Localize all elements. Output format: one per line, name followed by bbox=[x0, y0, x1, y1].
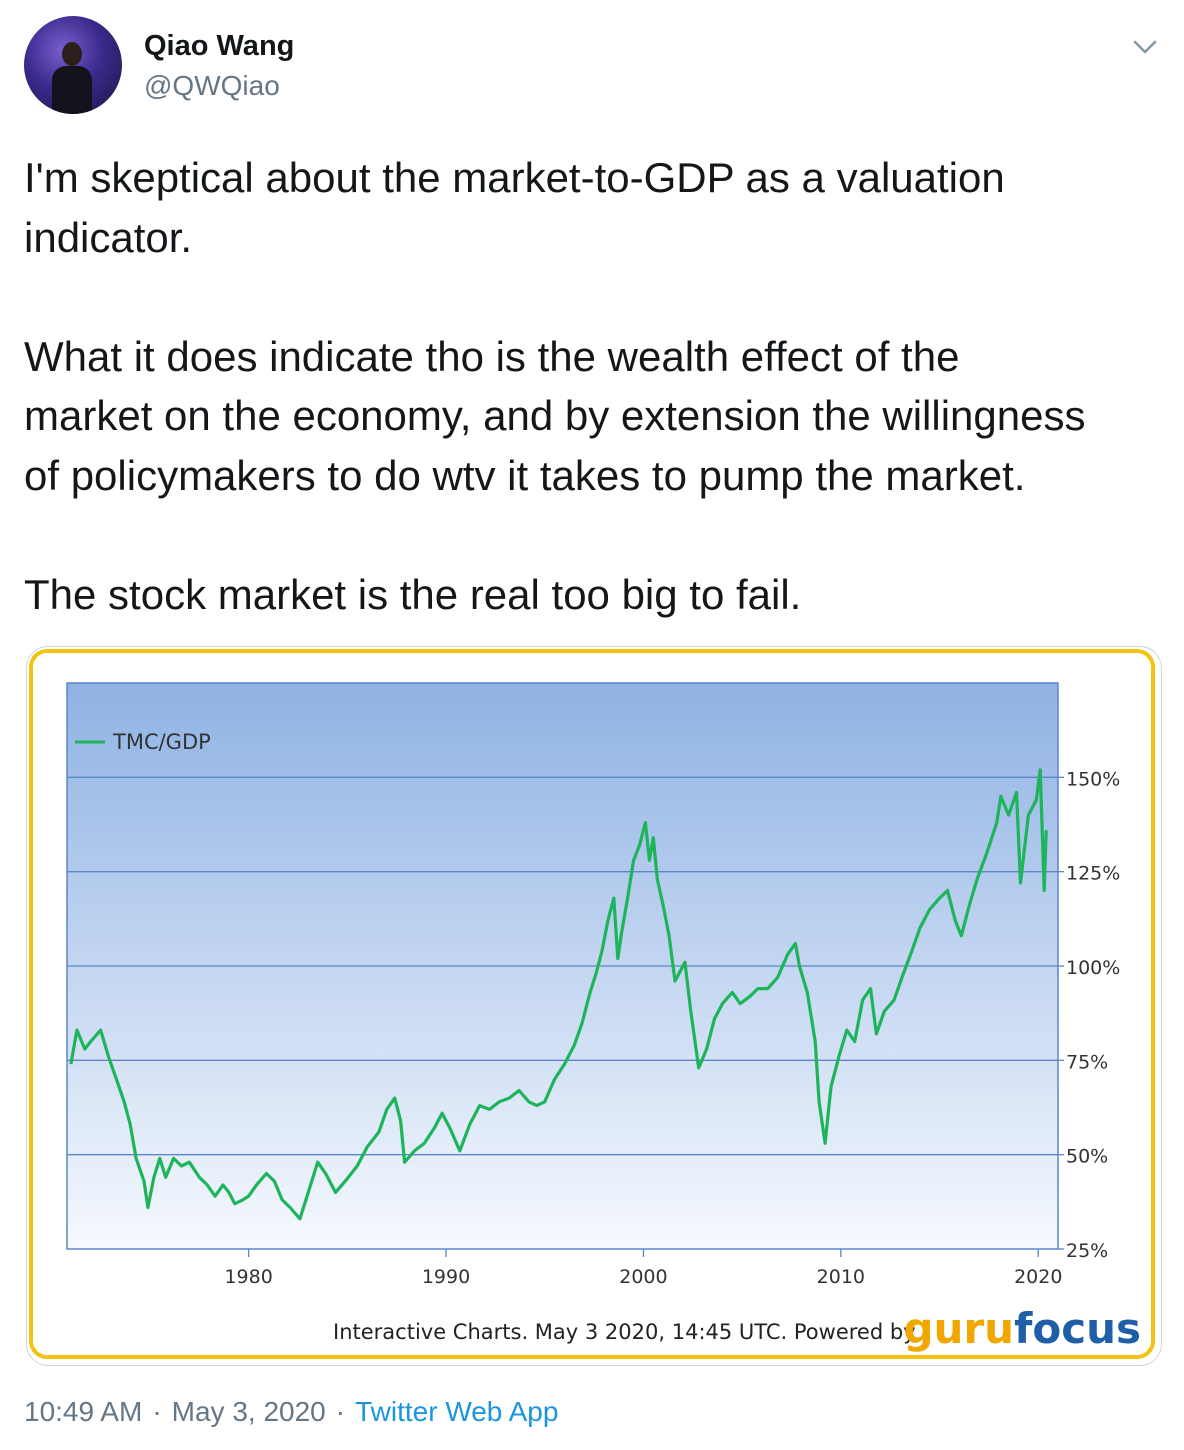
legend-label: TMC/GDP bbox=[112, 730, 211, 754]
x-tick-label: 2010 bbox=[817, 1266, 865, 1288]
separator: · bbox=[152, 1396, 162, 1427]
y-tick-label: 75% bbox=[1066, 1051, 1108, 1073]
avatar[interactable] bbox=[24, 16, 122, 114]
tweet-meta: 10:49 AM · May 3, 2020 · Twitter Web App bbox=[24, 1396, 558, 1428]
avatar-person-head bbox=[62, 42, 82, 66]
tweet-line: What it does indicate tho is the wealth … bbox=[24, 332, 960, 380]
x-tick-label: 1980 bbox=[224, 1266, 272, 1288]
x-tick-label: 2000 bbox=[619, 1266, 667, 1288]
y-tick-label: 100% bbox=[1066, 957, 1120, 979]
tweet-source-link[interactable]: Twitter Web App bbox=[355, 1396, 559, 1427]
tweet-line: market on the economy, and by extension … bbox=[24, 392, 1086, 439]
tweet-header: Qiao Wang @QWQiao bbox=[24, 16, 1160, 116]
tweet-line: indicator. bbox=[24, 213, 193, 261]
tmc-gdp-chart: 25% 50% 75% 100% 125% 150% 1980 1990 2000 2010 20… bbox=[66, 682, 1141, 1353]
y-tick-label: 25% bbox=[1066, 1240, 1108, 1262]
chart-frame: 25% 50% 75% 100% 125% 150% 1980 1990 2000 2010 20… bbox=[29, 649, 1155, 1359]
tweet-time[interactable]: 10:49 AM bbox=[24, 1396, 143, 1427]
avatar-person-body bbox=[52, 66, 92, 114]
tweet-line: I'm skeptical about the market-to-GDP as… bbox=[24, 154, 1005, 201]
user-handle[interactable]: @QWQiao bbox=[144, 70, 280, 101]
logo-focus: focus bbox=[1014, 1304, 1141, 1353]
chart-footer-text: Interactive Charts. May 3 2020, 14:45 UT… bbox=[333, 1320, 916, 1344]
y-tick-label: 125% bbox=[1066, 863, 1120, 885]
tweet-date[interactable]: May 3, 2020 bbox=[171, 1396, 326, 1427]
gurufocus-logo: gurufocus bbox=[903, 1304, 1141, 1353]
tweet-media[interactable]: 25% 50% 75% 100% 125% 150% 1980 1990 2000 2010 20… bbox=[26, 646, 1162, 1366]
y-tick-label: 150% bbox=[1066, 768, 1120, 790]
x-tick-label: 2020 bbox=[1014, 1266, 1062, 1288]
tweet-line: The stock market is the real too big to … bbox=[24, 570, 802, 618]
tmc-gdp-line bbox=[69, 768, 1048, 1221]
tweet-line: of policymakers to do wtv it takes to pu… bbox=[24, 451, 1026, 499]
chevron-down-icon[interactable] bbox=[1130, 32, 1160, 62]
user-name[interactable]: Qiao Wang bbox=[144, 30, 295, 62]
separator: · bbox=[335, 1396, 346, 1427]
tweet-text: I'm skeptical about the market-to-GDP as… bbox=[24, 148, 1160, 624]
y-tick-label: 50% bbox=[1066, 1146, 1108, 1168]
logo-guru: guru bbox=[903, 1304, 1014, 1353]
x-tick-label: 1990 bbox=[422, 1266, 470, 1288]
